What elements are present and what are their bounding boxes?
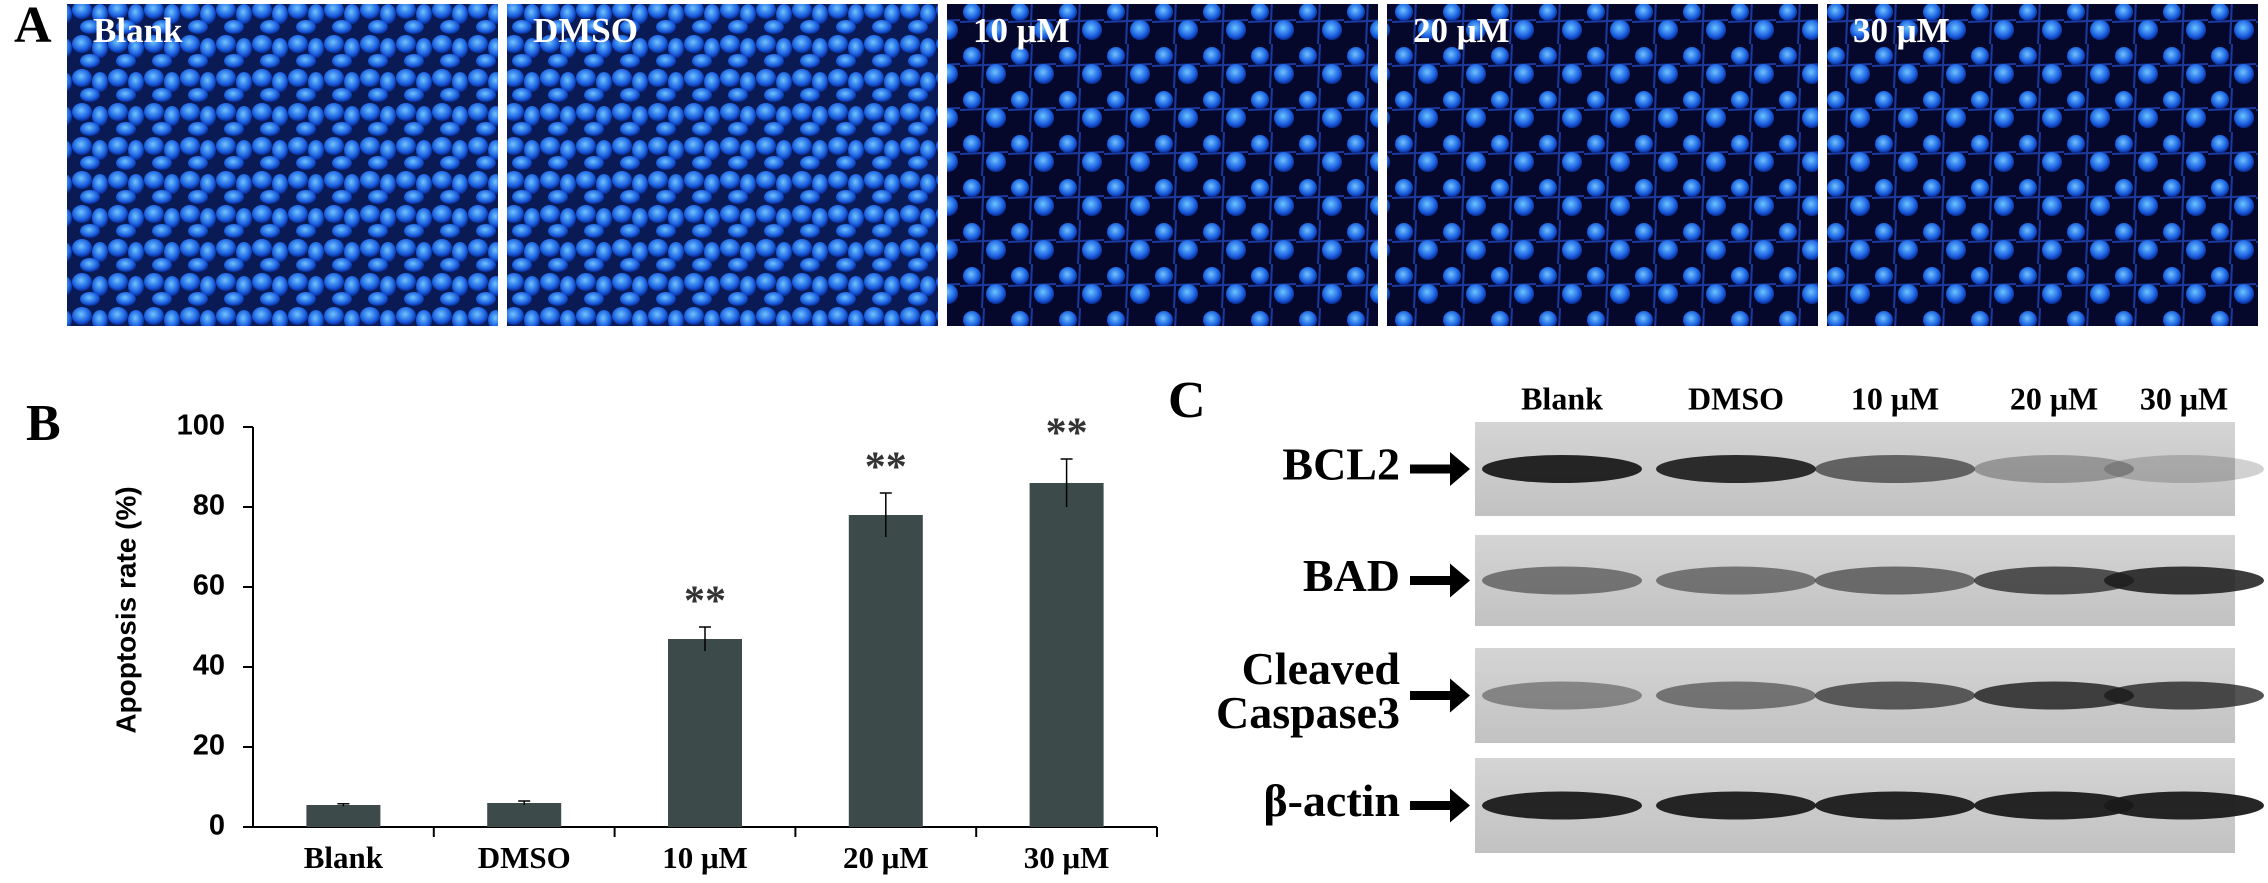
bar — [848, 515, 923, 827]
y-tick-label: 80 — [193, 490, 225, 522]
significance: ** — [684, 579, 726, 625]
blot-band — [1482, 566, 1642, 595]
x-tick-label: DMSO — [478, 840, 571, 875]
significance: ** — [865, 445, 907, 491]
blot-band — [2104, 566, 2264, 595]
arrow-head — [1450, 563, 1470, 598]
blot-band — [1656, 566, 1816, 595]
x-tick-label: 10 μM — [662, 840, 748, 875]
protein-label: Cleaved — [1242, 643, 1401, 694]
y-tick-label: 40 — [193, 650, 225, 682]
blot-band — [1815, 681, 1975, 710]
image-label: 10 μM — [973, 11, 1070, 50]
panel-label: A — [14, 0, 52, 54]
blot-band — [1482, 791, 1642, 820]
protein-label: Caspase3 — [1216, 687, 1400, 738]
arrow-head — [1450, 452, 1470, 486]
blot-band — [1974, 566, 2134, 595]
image-label: Blank — [93, 11, 183, 50]
lane-label: 30 μM — [2140, 380, 2228, 416]
panel-label: B — [26, 395, 61, 452]
y-tick-label: 0 — [209, 810, 225, 842]
x-tick-label: Blank — [304, 840, 384, 875]
micrograph — [1827, 4, 2258, 326]
blot-band — [2104, 791, 2264, 820]
blot-band — [1815, 791, 1975, 820]
blot-band — [1815, 455, 1975, 483]
lane-label: 20 μM — [2010, 380, 2098, 416]
image-label: 30 μM — [1853, 11, 1950, 50]
bar — [306, 805, 381, 827]
blot-band — [1974, 455, 2134, 483]
panel-label: C — [1168, 372, 1206, 429]
y-tick-label: 60 — [193, 570, 225, 602]
protein-label: BAD — [1303, 550, 1400, 601]
x-tick-label: 20 μM — [843, 840, 929, 875]
protein-label: β-actin — [1263, 775, 1400, 826]
micrograph — [947, 4, 1378, 326]
blot-band — [1482, 681, 1642, 710]
lane-label: Blank — [1521, 380, 1603, 416]
micrograph — [1387, 4, 1818, 326]
blot-band — [1974, 791, 2134, 820]
bar — [1029, 483, 1104, 827]
bar — [487, 803, 562, 827]
significance: ** — [1046, 411, 1088, 457]
y-axis-label: Apoptosis rate (%) — [110, 486, 141, 733]
micrograph — [507, 4, 938, 326]
bar — [668, 639, 742, 827]
blot-band — [2104, 681, 2264, 710]
y-tick-label: 100 — [177, 410, 225, 442]
protein-label: BCL2 — [1282, 439, 1400, 490]
blot-band — [1482, 455, 1642, 483]
blot-band — [1656, 791, 1816, 820]
blot-band — [2104, 455, 2264, 483]
image-label: 20 μM — [1413, 11, 1510, 50]
arrow-head — [1450, 788, 1470, 823]
lane-label: DMSO — [1688, 380, 1784, 416]
x-tick-label: 30 μM — [1024, 840, 1110, 875]
image-label: DMSO — [533, 11, 638, 50]
blot-band — [1656, 455, 1816, 483]
blot-band — [1974, 681, 2134, 710]
blot-band — [1815, 566, 1975, 595]
y-tick-label: 20 — [193, 730, 225, 762]
blot-band — [1656, 681, 1816, 710]
arrow-head — [1450, 678, 1470, 713]
micrograph — [67, 4, 498, 326]
lane-label: 10 μM — [1851, 380, 1939, 416]
